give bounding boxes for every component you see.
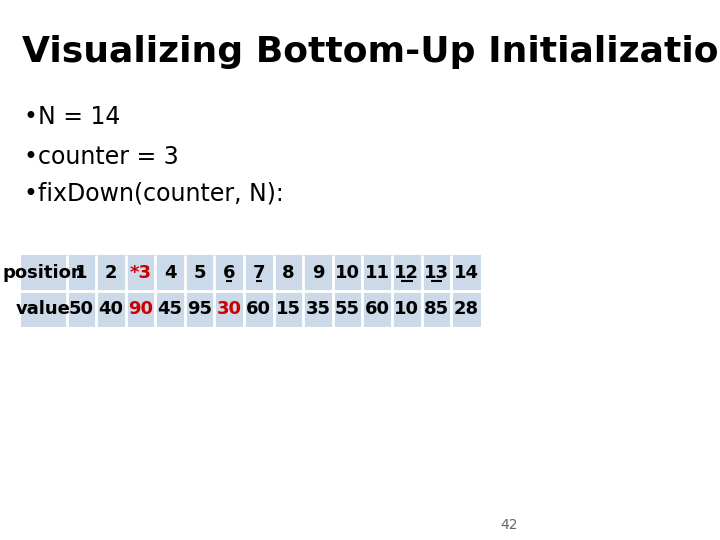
Text: •: •	[24, 145, 37, 169]
Text: 90: 90	[128, 300, 153, 318]
Text: 42: 42	[500, 518, 518, 532]
Text: *3: *3	[130, 264, 151, 282]
Text: 14: 14	[454, 264, 478, 282]
Text: 5: 5	[194, 264, 206, 282]
Text: 95: 95	[187, 300, 212, 318]
Text: 15: 15	[276, 300, 301, 318]
Text: 60: 60	[365, 300, 390, 318]
Text: 50: 50	[69, 300, 94, 318]
Text: 60: 60	[246, 300, 271, 318]
Text: 10: 10	[335, 264, 360, 282]
Text: 45: 45	[158, 300, 183, 318]
Text: 11: 11	[365, 264, 390, 282]
Text: Visualizing Bottom-Up Initialization: Visualizing Bottom-Up Initialization	[22, 35, 720, 69]
Text: 9: 9	[312, 264, 324, 282]
Text: N = 14: N = 14	[38, 105, 121, 129]
Text: •: •	[24, 105, 37, 129]
Text: 30: 30	[217, 300, 242, 318]
Text: 8: 8	[282, 264, 294, 282]
Bar	[21, 291, 481, 327]
Text: 12: 12	[395, 264, 419, 282]
Text: counter = 3: counter = 3	[38, 145, 179, 169]
Text: 10: 10	[395, 300, 419, 318]
Text: •: •	[24, 182, 37, 206]
Text: position: position	[3, 264, 84, 282]
Text: 28: 28	[454, 300, 479, 318]
Text: 2: 2	[104, 264, 117, 282]
Text: 40: 40	[99, 300, 123, 318]
Text: 7: 7	[253, 264, 265, 282]
Text: 1: 1	[75, 264, 88, 282]
Bar	[21, 255, 481, 291]
Text: 35: 35	[305, 300, 330, 318]
Text: fixDown(counter, N):: fixDown(counter, N):	[38, 182, 284, 206]
Text: 13: 13	[424, 264, 449, 282]
Text: 4: 4	[164, 264, 176, 282]
Text: 55: 55	[335, 300, 360, 318]
Text: value: value	[16, 300, 71, 318]
Text: 6: 6	[223, 264, 235, 282]
Text: 85: 85	[424, 300, 449, 318]
